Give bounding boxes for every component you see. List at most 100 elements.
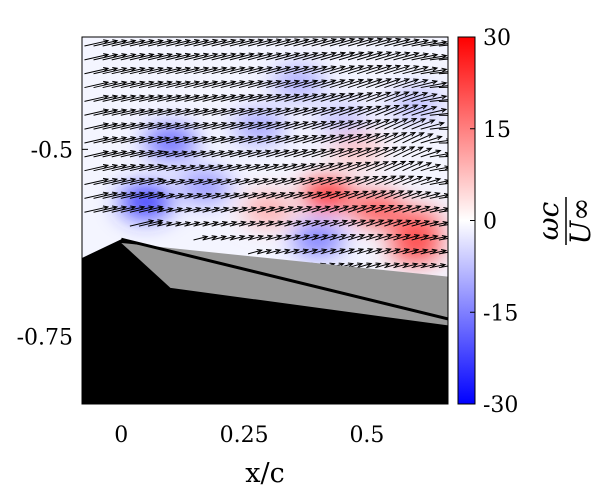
velocity-vector (175, 178, 195, 186)
velocity-vector (211, 192, 231, 199)
velocity-vector (202, 192, 222, 199)
velocity-vector (238, 135, 264, 144)
velocity-vector (420, 177, 442, 186)
velocity-vector (275, 206, 295, 213)
velocity-vector (384, 204, 404, 213)
velocity-vector (193, 66, 219, 75)
velocity-vector (84, 80, 110, 89)
velocity-vector (329, 37, 356, 47)
velocity-vector (211, 52, 237, 61)
velocity-vector (257, 52, 283, 61)
velocity-vector (111, 205, 137, 213)
velocity-vector (229, 121, 255, 130)
velocity-vector (411, 262, 428, 269)
velocity-vector (266, 66, 292, 75)
velocity-vector (229, 164, 252, 172)
velocity-vector (347, 147, 372, 158)
velocity-vector (220, 107, 246, 116)
x-axis-label: x/c (245, 458, 284, 489)
velocity-vector (220, 66, 246, 75)
velocity-vector (257, 66, 283, 75)
velocity-vector (93, 191, 119, 199)
velocity-vector (166, 178, 186, 186)
velocity-vector (393, 219, 412, 227)
velocity-vector (393, 205, 413, 213)
velocity-vector (347, 205, 368, 213)
velocity-vector (402, 205, 422, 213)
velocity-vector (302, 220, 321, 227)
velocity-vector (356, 78, 383, 89)
velocity-vector (275, 234, 292, 241)
velocity-vector (275, 38, 301, 47)
velocity-vector (366, 161, 390, 172)
velocity-vector (193, 192, 213, 199)
velocity-vector (211, 121, 237, 130)
velocity-vector (375, 132, 399, 144)
colorbar-tick-label: 30 (483, 26, 511, 51)
velocity-vector (366, 248, 383, 255)
velocity-vector (293, 121, 319, 130)
velocity-vector (102, 150, 128, 158)
velocity-vector (147, 178, 168, 186)
velocity-vector (257, 220, 275, 227)
velocity-vector (366, 133, 390, 144)
velocity-vector (411, 234, 430, 241)
velocity-vector (284, 248, 300, 255)
velocity-vector (293, 93, 319, 102)
velocity-vector (166, 193, 185, 199)
velocity-vector (375, 51, 402, 61)
velocity-vector (302, 51, 328, 61)
velocity-vector (220, 192, 240, 199)
velocity-vector (93, 150, 119, 158)
velocity-vector (84, 66, 110, 75)
velocity-vector (375, 78, 402, 89)
velocity-vector (284, 149, 309, 158)
velocity-vector (166, 94, 192, 102)
velocity-vector (157, 39, 183, 47)
velocity-vector (175, 221, 192, 227)
velocity-vector (293, 220, 312, 227)
velocity-vector (147, 164, 169, 172)
velocity-vector (302, 65, 328, 75)
velocity-vector (211, 135, 236, 144)
velocity-vector (202, 164, 224, 172)
velocity-vector (329, 65, 356, 75)
velocity-vector (175, 108, 201, 116)
velocity-vector (420, 163, 442, 172)
velocity-vector (293, 107, 319, 116)
velocity-vector (129, 94, 155, 102)
velocity-vector (166, 122, 191, 130)
velocity-vector (320, 37, 347, 47)
velocity-vector (129, 80, 155, 89)
velocity-vector (229, 80, 255, 89)
velocity-vector (247, 135, 273, 144)
velocity-vector (411, 39, 439, 47)
velocity-vector (229, 206, 248, 213)
velocity-vector (175, 66, 201, 75)
velocity-vector (247, 163, 271, 172)
velocity-vector (293, 234, 311, 241)
velocity-vector (284, 234, 302, 241)
velocity-vector (93, 39, 119, 47)
velocity-vector (411, 248, 429, 255)
velocity-vector (193, 108, 219, 116)
velocity-vector (284, 38, 310, 47)
velocity-vector (193, 38, 219, 47)
velocity-vector (147, 136, 171, 144)
velocity-vector (138, 94, 164, 102)
velocity-vector (411, 106, 438, 116)
velocity-vector (138, 52, 164, 61)
velocity-vector (138, 108, 164, 116)
velocity-vector (166, 39, 192, 47)
velocity-vector (302, 205, 322, 213)
velocity-vector (120, 53, 146, 61)
velocity-vector (438, 196, 448, 199)
velocity-vector (247, 93, 273, 102)
velocity-vector (229, 178, 251, 186)
velocity-vector (347, 64, 374, 75)
velocity-vector (420, 234, 439, 241)
velocity-vector (257, 135, 282, 144)
velocity-vector (184, 66, 210, 75)
velocity-vector (166, 108, 192, 116)
velocity-vector (402, 132, 425, 144)
